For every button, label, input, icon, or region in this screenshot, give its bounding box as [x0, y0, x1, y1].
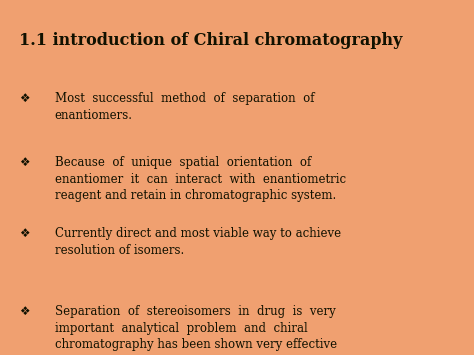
Text: ❖: ❖ [19, 156, 29, 169]
Text: Because  of  unique  spatial  orientation  of
enantiomer  it  can  interact  wit: Because of unique spatial orientation of… [55, 156, 346, 202]
Text: ❖: ❖ [19, 227, 29, 240]
Text: ❖: ❖ [19, 305, 29, 318]
Text: Separation  of  stereoisomers  in  drug  is  very
important  analytical  problem: Separation of stereoisomers in drug is v… [55, 305, 337, 355]
Text: Most  successful  method  of  separation  of
enantiomers.: Most successful method of separation of … [55, 92, 314, 122]
Text: ❖: ❖ [19, 92, 29, 105]
Text: 1.1 introduction of Chiral chromatography: 1.1 introduction of Chiral chromatograph… [19, 32, 402, 49]
Text: Currently direct and most viable way to achieve
resolution of isomers.: Currently direct and most viable way to … [55, 227, 341, 257]
